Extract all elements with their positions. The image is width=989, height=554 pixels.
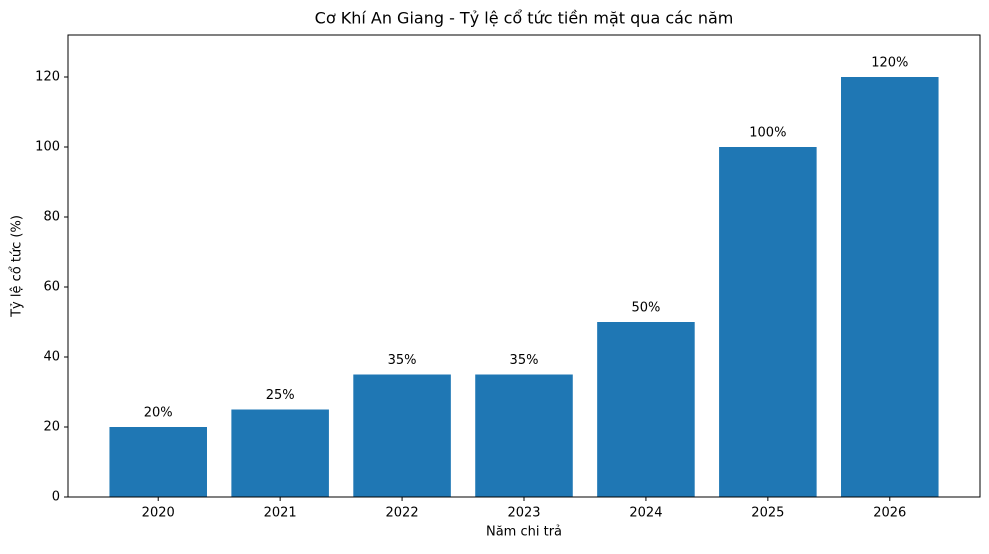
y-axis-label: Tỷ lệ cổ tức (%) [10, 215, 25, 318]
y-tick-label: 0 [52, 490, 60, 505]
y-tick-label: 80 [43, 210, 60, 225]
chart-title: Cơ Khí An Giang - Tỷ lệ cổ tức tiền mặt … [315, 9, 734, 28]
value-label: 20% [144, 406, 173, 421]
bar [719, 147, 817, 497]
y-tick-label: 100 [35, 140, 60, 155]
x-tick-label: 2021 [264, 506, 297, 521]
value-label: 35% [510, 353, 539, 368]
y-tick-label: 120 [35, 70, 60, 85]
y-tick-label: 20 [43, 420, 60, 435]
value-label: 25% [266, 388, 295, 403]
value-label: 35% [388, 353, 417, 368]
y-tick-label: 40 [43, 350, 60, 365]
x-tick-label: 2026 [873, 506, 906, 521]
y-tick-label: 60 [43, 280, 60, 295]
x-tick-label: 2023 [507, 506, 540, 521]
bar [109, 427, 207, 497]
x-tick-label: 2020 [142, 506, 175, 521]
x-tick-label: 2022 [386, 506, 419, 521]
bar [475, 374, 573, 497]
bar [353, 374, 451, 497]
x-axis-label: Năm chi trả [486, 525, 562, 540]
bar [597, 322, 695, 497]
value-label: 50% [631, 301, 660, 316]
value-label: 120% [871, 56, 908, 71]
bar [231, 409, 329, 497]
x-tick-label: 2024 [629, 506, 662, 521]
value-label: 100% [749, 126, 786, 141]
plot-frame [67, 34, 981, 498]
x-tick-label: 2025 [751, 506, 784, 521]
bar [841, 77, 939, 497]
